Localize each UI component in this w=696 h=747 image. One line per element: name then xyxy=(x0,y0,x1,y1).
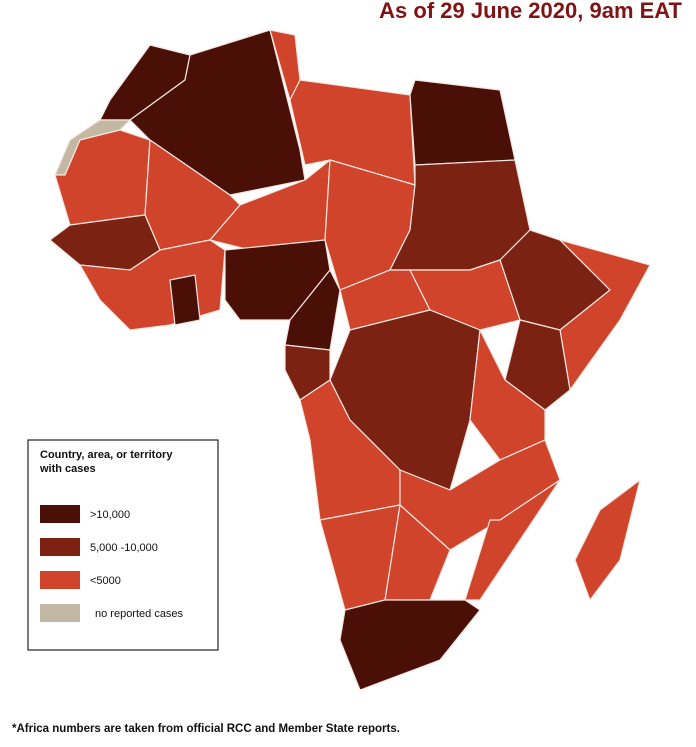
title: As of 29 June 2020, 9am EAT xyxy=(379,0,682,23)
legend-label: >10,000 xyxy=(90,509,130,521)
legend-label: 5,000 -10,000 xyxy=(90,542,158,554)
legend-swatch xyxy=(40,604,80,622)
legend-title: with cases xyxy=(39,463,96,475)
egypt xyxy=(409,79,516,166)
footnote: *Africa numbers are taken from official … xyxy=(12,723,400,735)
legend-swatch xyxy=(40,505,80,523)
legend-label: <5000 xyxy=(90,575,121,587)
mozambique xyxy=(464,479,561,601)
africa-map xyxy=(49,29,651,691)
kenya xyxy=(504,319,571,411)
legend-swatch xyxy=(40,538,80,556)
legend-label: no reported cases xyxy=(95,608,184,620)
madagascar xyxy=(574,479,641,601)
ghana xyxy=(169,274,201,326)
legend-items: >10,000 5,000 -10,000 <5000 no reported cas… xyxy=(40,505,184,622)
south-africa xyxy=(339,599,481,691)
legend-title: Country, area, or territory xyxy=(40,449,173,461)
legend: Country, area, or territory with cases >… xyxy=(27,439,219,651)
legend-swatch xyxy=(40,571,80,589)
